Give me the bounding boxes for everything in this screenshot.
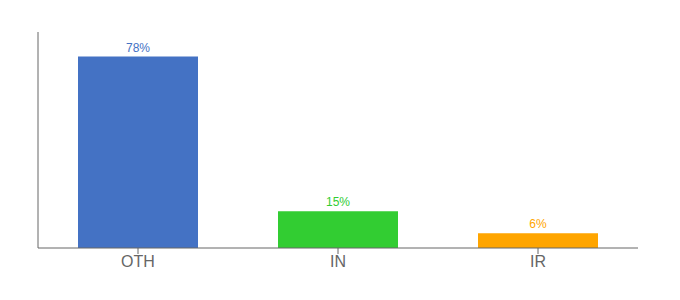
svg-text:OTH: OTH [121,253,155,270]
svg-text:15%: 15% [326,195,350,209]
svg-text:78%: 78% [126,41,150,55]
svg-text:6%: 6% [529,217,547,231]
svg-text:IR: IR [530,253,546,270]
svg-text:IN: IN [330,253,346,270]
